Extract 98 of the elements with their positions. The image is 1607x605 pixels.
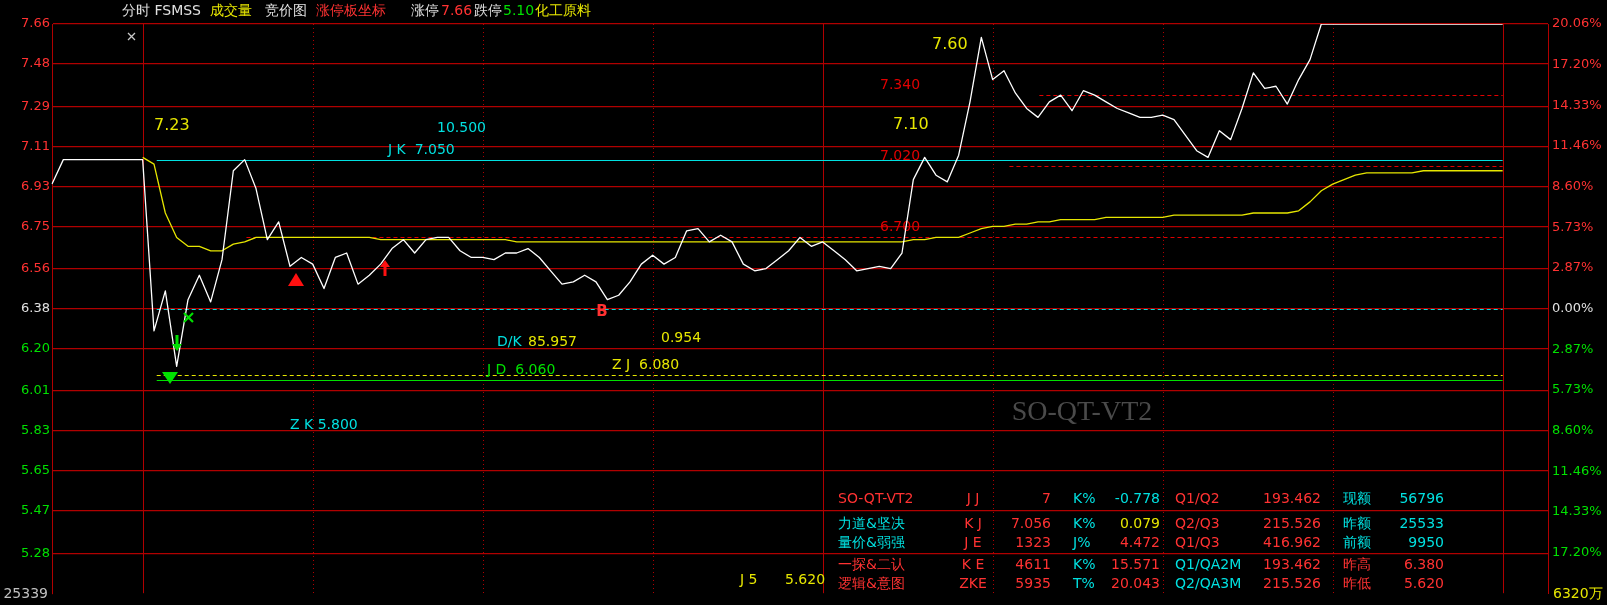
- annotation: 20.043: [1111, 574, 1160, 591]
- y2-tick-label: 17.20%: [1552, 55, 1602, 71]
- y2-tick-label: 8.60%: [1552, 177, 1594, 193]
- annotation: 5.620: [1403, 574, 1444, 591]
- annotation: 10.500: [437, 118, 486, 135]
- annotation: Q1/QA2M: [1175, 555, 1242, 572]
- annotation: ZKE: [959, 574, 987, 591]
- y-tick-label: 7.48: [21, 55, 50, 71]
- y2-tick-label: 2.87%: [1552, 340, 1594, 356]
- annotation: T%: [1072, 574, 1095, 591]
- annotation: J%: [1072, 533, 1091, 550]
- text: 竞价图: [265, 1, 307, 18]
- text: 涨停: [411, 1, 439, 18]
- y-tick-label: 5.65: [21, 462, 50, 478]
- annotation: 量价&弱强: [838, 533, 905, 550]
- annotation: J 5: [739, 570, 758, 587]
- annotation: K%: [1073, 489, 1096, 506]
- annotation: J E: [963, 533, 982, 550]
- annotation: 215.526: [1263, 574, 1322, 591]
- text: 7.66: [441, 1, 473, 18]
- annotation: -0.778: [1114, 489, 1160, 506]
- annotation: 9950: [1408, 533, 1444, 550]
- annotation: D/K: [497, 332, 523, 349]
- annotation: 4611: [1015, 555, 1051, 572]
- annotation: 25533: [1399, 514, 1444, 531]
- y-tick-label: 6.38: [21, 299, 50, 315]
- y-tick-label: 6.01: [21, 382, 50, 398]
- y2-tick-label: 11.46%: [1552, 462, 1602, 478]
- annotation: 215.526: [1263, 514, 1322, 531]
- y-tick-label: 6.20: [21, 340, 50, 355]
- annotation: K%: [1073, 555, 1096, 572]
- annotation: J J: [965, 489, 980, 506]
- annotation: 15.571: [1111, 555, 1160, 572]
- annotation: 0.079: [1119, 514, 1160, 531]
- y-tick-label: 6.75: [21, 217, 50, 233]
- annotation: 6.380: [1403, 555, 1444, 572]
- y2-tick-label: 14.33%: [1552, 503, 1602, 519]
- annotation: SO-QT-VT2: [1011, 395, 1153, 427]
- annotation: K J: [964, 514, 982, 531]
- y-tick-label: 5.28: [21, 544, 50, 560]
- y2-tick-label: 8.60%: [1552, 421, 1594, 437]
- annotation: 7.23: [154, 115, 190, 135]
- annotation: 昨低: [1343, 574, 1371, 591]
- annotation: Q1/Q3: [1175, 533, 1220, 550]
- text: 化工原料: [535, 1, 591, 18]
- y-tick-label: 7.29: [21, 97, 50, 113]
- ref-line-label: J D 6.060: [486, 361, 556, 378]
- y-tick-label: 7.66: [21, 15, 50, 31]
- y-tick-label: 5.47: [21, 502, 50, 518]
- annotation: 193.462: [1263, 555, 1321, 572]
- annotation: K%: [1073, 514, 1096, 531]
- y2-tick-label: 5.73%: [1552, 381, 1594, 397]
- annotation: SO-QT-VT2: [838, 489, 914, 506]
- annotation: 7.60: [932, 34, 968, 54]
- annotation: 前额: [1343, 533, 1371, 550]
- annotation: 昨额: [1343, 514, 1371, 531]
- annotation: 昨高: [1343, 555, 1371, 572]
- annotation: 85.957: [528, 332, 577, 349]
- annotation: 力道&坚决: [838, 514, 905, 531]
- annotation: Q2/QA3M: [1175, 574, 1242, 591]
- annotation: 7.10: [893, 114, 929, 134]
- text: 成交量: [210, 1, 252, 18]
- y2-tick-label: 14.33%: [1552, 96, 1602, 112]
- y-tick-label: 6.56: [21, 259, 50, 275]
- annotation: 5935: [1015, 574, 1051, 591]
- annotation: 现额: [1343, 489, 1371, 506]
- text: 跌停: [474, 1, 502, 18]
- ref-line-label: Z J 6.080: [612, 356, 680, 373]
- annotation: 一探&二认: [838, 555, 905, 572]
- y-tick-label: 6.93: [21, 177, 50, 193]
- annotation: 4.472: [1119, 533, 1160, 550]
- y2-tick-label: 20.06%: [1552, 15, 1602, 31]
- y2-tick-label: 2.87%: [1552, 259, 1594, 275]
- text: 6320万: [1553, 584, 1603, 601]
- text: 5.10: [503, 1, 535, 18]
- annotation: 193.462: [1263, 489, 1321, 506]
- annotation: Q1/Q2: [1175, 489, 1220, 506]
- y-tick-label: 7.11: [21, 137, 50, 153]
- annotation: 7.056: [1010, 514, 1052, 531]
- text: 25339: [3, 584, 48, 601]
- y2-tick-label: 5.73%: [1552, 218, 1594, 234]
- y2-tick-label: 11.46%: [1552, 137, 1602, 153]
- text: 涨停板坐标: [316, 1, 386, 18]
- annotation: 1323: [1015, 533, 1051, 550]
- annotation: 56796: [1399, 489, 1445, 506]
- annotation: 416.962: [1263, 533, 1321, 550]
- annotation: 逻辑&意图: [838, 574, 905, 591]
- ref-line-label: 7.020: [880, 147, 921, 164]
- chart-title: 分时 FSMSS: [122, 1, 202, 18]
- y2-tick-label: 0.00%: [1552, 299, 1594, 315]
- y2-tick-label: 17.20%: [1552, 544, 1602, 559]
- annotation: K E: [961, 555, 985, 572]
- annotation: 0.954: [661, 328, 702, 345]
- ref-line-label: 7.340: [880, 76, 921, 93]
- annotation: Z K 5.800: [290, 415, 358, 432]
- annotation: 7: [1042, 489, 1051, 506]
- annotation: Q2/Q3: [1175, 514, 1220, 531]
- y-tick-label: 5.83: [21, 422, 50, 438]
